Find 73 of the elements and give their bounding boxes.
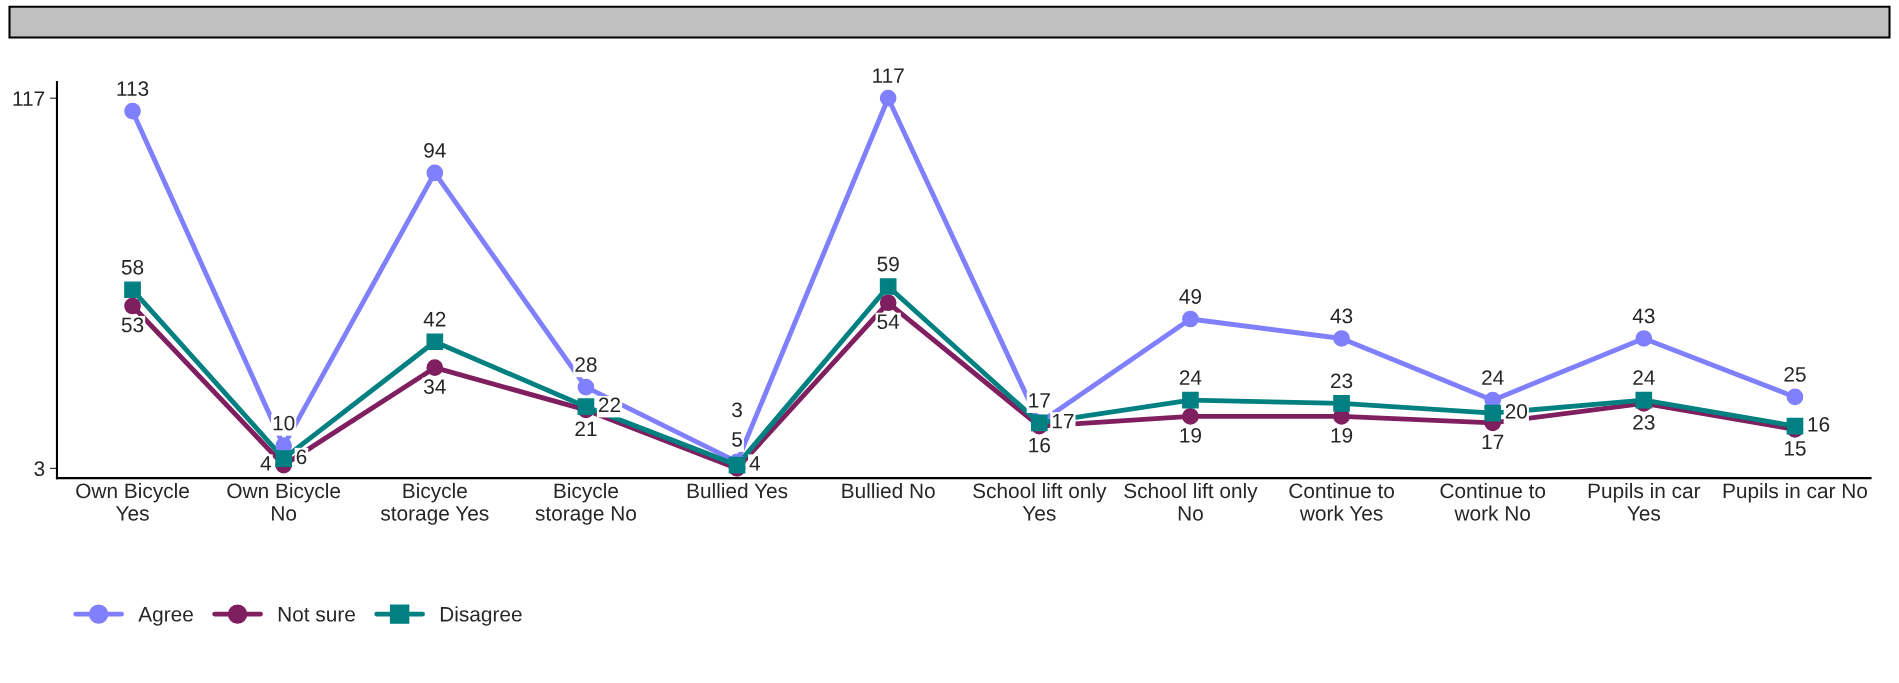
data-label: 43	[1330, 308, 1353, 324]
data-label: 24	[1179, 370, 1202, 385]
point	[426, 333, 444, 351]
x-tick-label: School lift only No	[1124, 482, 1258, 521]
data-label: 54	[877, 314, 900, 330]
point	[577, 378, 595, 396]
data-label: 34	[424, 379, 446, 394]
point	[275, 450, 292, 467]
data-label: 5	[732, 432, 742, 447]
data-label: 19	[1180, 427, 1202, 443]
data-label: 25	[1784, 367, 1806, 382]
point	[124, 102, 141, 120]
data-label: 24	[1633, 370, 1655, 385]
point	[1635, 391, 1653, 409]
point	[1182, 391, 1199, 409]
data-label: 42	[423, 311, 446, 327]
data-label: 59	[877, 256, 899, 272]
data-label: 28	[575, 357, 597, 373]
point	[1182, 408, 1199, 425]
data-label: 23	[1633, 414, 1655, 430]
data-label: 17	[1052, 413, 1074, 429]
x-tick-label: Bicycle storage Yes	[380, 482, 489, 525]
data-label: 4	[260, 456, 272, 471]
point	[1333, 330, 1350, 347]
data-label: 20	[1505, 404, 1528, 419]
x-tick-label: Continue to work No	[1440, 482, 1546, 521]
data-label: 3	[732, 402, 742, 418]
point	[1182, 310, 1199, 328]
data-label: 23	[1331, 373, 1353, 389]
legend-label: Not sure	[278, 607, 355, 622]
data-label: 43	[1632, 308, 1655, 324]
point	[426, 164, 444, 182]
point	[1484, 404, 1502, 422]
point	[124, 297, 141, 315]
data-label: 6	[296, 449, 307, 465]
point	[124, 281, 141, 299]
x-tick-label: Bullied Yes	[687, 482, 788, 499]
data-label: 49	[1179, 289, 1202, 304]
data-label: 94	[424, 143, 446, 158]
x-tick-label: Continue to work Yes	[1289, 482, 1394, 521]
data-label: 58	[121, 259, 144, 275]
data-label: 4	[749, 456, 761, 471]
point	[1786, 388, 1804, 406]
data-label: 24	[1482, 370, 1504, 385]
data-label: 22	[598, 397, 621, 413]
x-tick-label: Bullied No	[842, 482, 935, 499]
data-label: 117	[873, 68, 904, 83]
point	[577, 398, 595, 415]
point	[1786, 417, 1804, 435]
x-tick-label: Pupils in car Yes	[1588, 482, 1701, 521]
data-label: 19	[1331, 427, 1353, 443]
point	[879, 89, 897, 107]
data-label: 16	[1029, 437, 1050, 453]
x-tick-label: Own Bicycle Yes	[76, 482, 189, 521]
data-label: 10	[273, 415, 295, 431]
point	[426, 359, 444, 377]
data-label: 16	[1808, 416, 1830, 432]
point	[879, 294, 897, 312]
point	[1333, 395, 1350, 412]
data-label: 113	[117, 81, 149, 97]
legend-label: Disagree	[440, 606, 522, 626]
point	[879, 278, 897, 295]
legend-label: Agree	[138, 607, 193, 626]
data-label: 53	[121, 317, 144, 333]
x-tick-label: School lift only Yes	[973, 482, 1107, 521]
point	[1635, 330, 1653, 347]
data-label: 17	[1482, 434, 1504, 449]
data-label: 17	[1029, 393, 1050, 408]
x-tick-label: Bicycle storage No	[535, 482, 636, 525]
data-label: 15	[1784, 441, 1806, 456]
x-tick-label: Own Bicycle No	[227, 482, 341, 521]
data-label: 21	[575, 421, 597, 437]
x-tick-label: Pupils in car No	[1723, 482, 1868, 503]
